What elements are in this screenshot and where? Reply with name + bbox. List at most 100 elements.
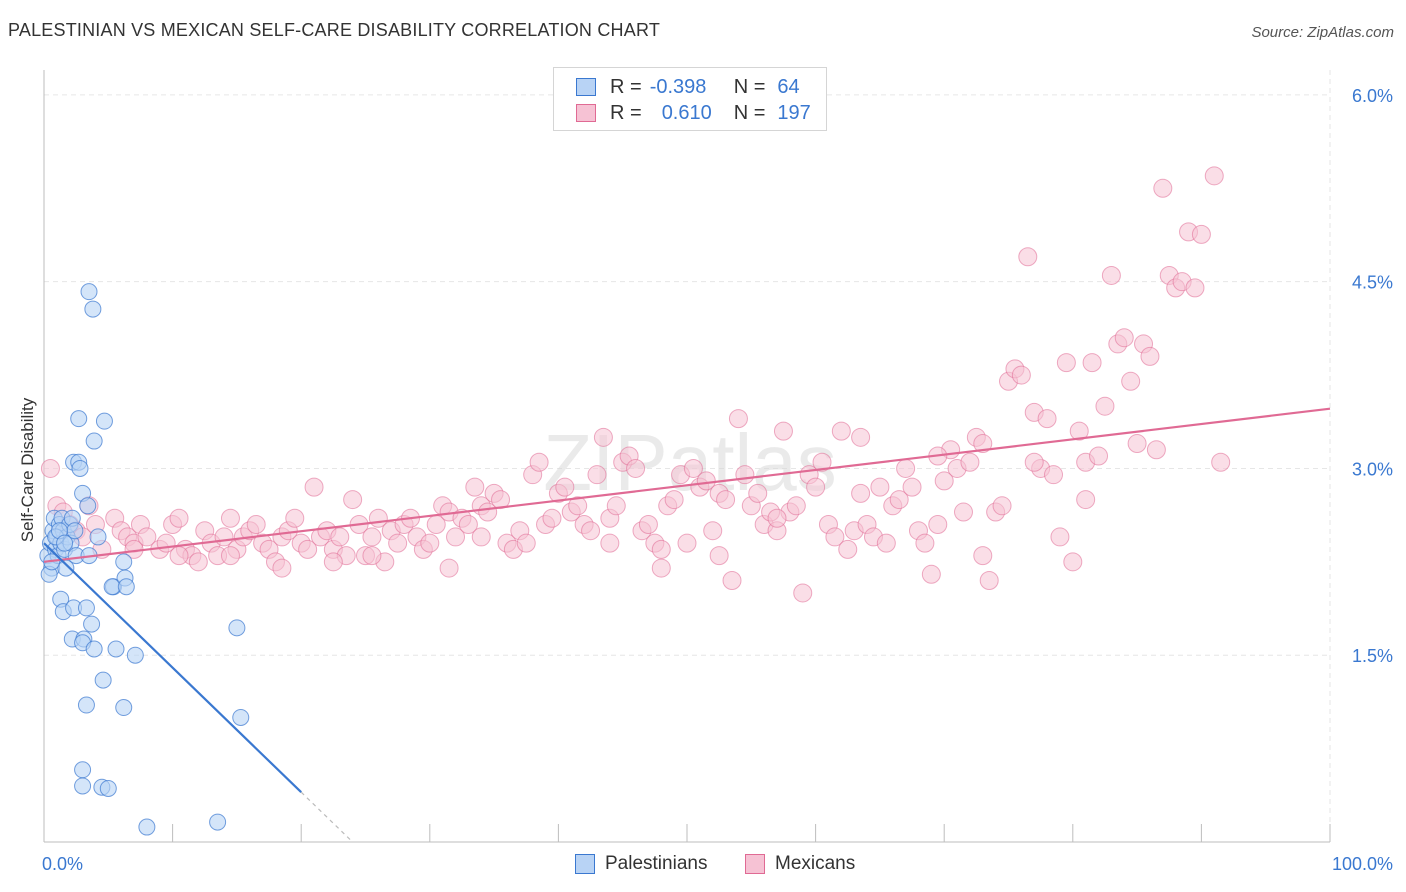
r-value: -0.398 <box>649 75 707 98</box>
palestinians-point <box>85 640 103 658</box>
mexicans-point <box>40 458 60 478</box>
mexicans-point <box>388 533 408 553</box>
mexicans-point <box>831 421 851 441</box>
mexicans-point <box>651 539 671 559</box>
x-tick-label: 0.0% <box>42 854 83 874</box>
mexicans-point <box>806 477 826 497</box>
mexicans-point <box>934 471 954 491</box>
mexicans-points <box>40 166 1231 603</box>
palestinians-swatch <box>576 78 596 96</box>
mexicans-point <box>555 477 575 497</box>
mexicans-point <box>1127 434 1147 454</box>
legend-row-mexicans: R = 0.610 N = 197 <box>576 101 811 125</box>
mexicans-point <box>1018 247 1038 267</box>
mexicans-point <box>683 458 703 478</box>
mexicans-point <box>992 496 1012 516</box>
mexicans-point <box>728 409 748 429</box>
palestinians-point <box>77 599 95 617</box>
palestinians-legend-swatch <box>575 854 595 874</box>
mexicans-point <box>529 452 549 472</box>
mexicans-point <box>1191 224 1211 244</box>
mexicans-point <box>1050 527 1070 547</box>
palestinians-legend-label: Palestinians <box>605 853 708 874</box>
palestinians-point <box>83 615 101 633</box>
mexicans-point <box>587 465 607 485</box>
mexicans-point <box>446 527 466 547</box>
mexicans-point <box>793 583 813 603</box>
mexicans-point <box>362 527 382 547</box>
palestinians-point <box>115 699 133 717</box>
mexicans-trend-line <box>43 407 1331 563</box>
mexicans-point <box>465 477 485 497</box>
mexicans-point <box>921 564 941 584</box>
x-tick-label: 100.0% <box>1332 854 1393 874</box>
mexicans-point <box>973 434 993 454</box>
mexicans-point <box>362 546 382 566</box>
palestinians-point <box>79 497 97 515</box>
x-tick-labels: 0.0% 100.0% <box>42 854 1393 874</box>
palestinians-point <box>71 459 89 477</box>
mexicans-point <box>767 508 787 528</box>
palestinians-point <box>74 777 92 795</box>
chart-title: PALESTINIAN VS MEXICAN SELF-CARE DISABIL… <box>8 20 661 40</box>
mexicans-point <box>709 546 729 566</box>
palestinians-point <box>84 300 102 318</box>
palestinians-point <box>107 640 125 658</box>
mexicans-point <box>516 533 536 553</box>
mexicans-point <box>953 502 973 522</box>
mexicans-point <box>812 452 832 472</box>
r-label: R = <box>610 75 642 98</box>
palestinians-point <box>74 761 92 779</box>
mexicans-point <box>606 496 626 516</box>
palestinians-point <box>95 412 113 430</box>
mexicans-point <box>1089 446 1109 466</box>
y-tick-label: 4.5% <box>1352 273 1393 293</box>
mexicans-point <box>600 533 620 553</box>
mexicans-point <box>716 490 736 510</box>
mexicans-point <box>220 508 240 528</box>
mexicans-point <box>1024 452 1044 472</box>
mexicans-point <box>1063 552 1083 572</box>
y-tick-label: 1.5% <box>1352 646 1393 666</box>
correlation-legend: R = -0.398 N = 64 R = 0.610 N = 197 <box>553 67 827 131</box>
mexicans-point <box>1204 166 1224 186</box>
palestinians-point <box>94 671 112 689</box>
mexicans-point <box>343 490 363 510</box>
mexicans-point <box>1114 328 1134 348</box>
y-tick-labels: 1.5% 3.0% 4.5% 6.0% <box>1352 86 1393 666</box>
mexicans-point <box>568 496 588 516</box>
palestinians-point <box>77 696 95 714</box>
palestinians-point <box>209 813 227 831</box>
y-tick-label: 6.0% <box>1352 86 1393 106</box>
mexicans-point <box>246 514 266 534</box>
palestinians-point <box>99 779 117 797</box>
mexicans-point <box>1121 371 1141 391</box>
palestinians-trend-extension <box>300 791 354 843</box>
palestinians-point <box>126 646 144 664</box>
mexicans-point <box>285 508 305 528</box>
mexicans-point <box>786 496 806 516</box>
mexicans-point <box>870 477 890 497</box>
y-tick-label: 3.0% <box>1352 459 1393 479</box>
n-label: N = <box>733 101 766 124</box>
r-label: R = <box>610 101 642 124</box>
mexicans-point <box>272 558 292 578</box>
mexicans-point <box>838 539 858 559</box>
mexicans-point <box>1140 346 1160 366</box>
mexicans-point <box>491 490 511 510</box>
y-axis-label: Self-Care Disability <box>18 397 37 543</box>
mexicans-point <box>889 490 909 510</box>
n-value: 197 <box>777 101 811 124</box>
mexicans-point <box>979 571 999 591</box>
mexicans-point <box>677 533 697 553</box>
palestinians-point <box>85 432 103 450</box>
axes <box>43 70 1331 843</box>
mexicans-point <box>298 539 318 559</box>
mexicans-point <box>960 452 980 472</box>
mexicans-legend-swatch <box>745 854 765 874</box>
palestinians-point <box>228 619 246 637</box>
palestinians-point <box>103 578 121 596</box>
mexicans-point <box>1076 490 1096 510</box>
mexicans-point <box>638 514 658 534</box>
